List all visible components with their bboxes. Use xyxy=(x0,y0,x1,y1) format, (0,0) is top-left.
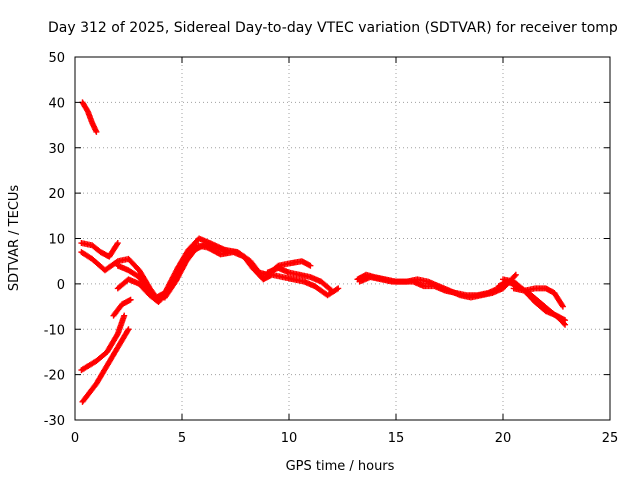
data-series xyxy=(78,99,569,405)
data-point-marker xyxy=(113,259,120,266)
data-point-marker xyxy=(511,272,518,279)
data-point-marker xyxy=(125,326,132,333)
x-tick-label: 5 xyxy=(178,431,186,446)
data-point-marker xyxy=(559,303,566,310)
y-axis-title: SDTVAR / TECUs xyxy=(7,185,22,292)
data-point-marker xyxy=(93,128,100,135)
data-series-track-14 xyxy=(510,285,566,310)
data-point-marker xyxy=(221,246,228,253)
y-tick-label: 50 xyxy=(48,51,65,66)
y-tick-label: 10 xyxy=(48,233,65,248)
chart-title: Day 312 of 2025, Sidereal Day-to-day VTE… xyxy=(48,20,618,36)
y-tick-label: -20 xyxy=(44,369,65,384)
grid xyxy=(75,57,610,420)
y-tick-label: 30 xyxy=(48,142,65,157)
x-axis-title: GPS time / hours xyxy=(286,459,395,474)
data-point-marker xyxy=(327,286,334,293)
data-point-marker xyxy=(114,241,121,248)
data-series-track-8 xyxy=(114,242,228,301)
data-point-marker xyxy=(121,312,128,319)
x-tick-label: 10 xyxy=(281,431,298,446)
x-tick-label: 25 xyxy=(602,431,619,446)
y-tick-label: 40 xyxy=(48,96,65,111)
data-point-marker xyxy=(328,287,335,294)
data-point-marker xyxy=(559,302,566,309)
data-point-marker xyxy=(512,271,519,278)
x-tick-label: 20 xyxy=(495,431,512,446)
y-tick-label: 20 xyxy=(48,187,65,202)
data-point-marker xyxy=(114,240,121,247)
data-point-marker xyxy=(335,285,342,292)
x-tick-label: 0 xyxy=(71,431,79,446)
data-point-marker xyxy=(562,317,569,324)
data-point-marker xyxy=(84,107,91,114)
data-series-track-3 xyxy=(79,326,132,405)
data-series-track-1 xyxy=(79,99,100,135)
data-series-track-2 xyxy=(78,312,128,374)
x-tick-label: 15 xyxy=(388,431,405,446)
data-series-track-5 xyxy=(78,240,121,260)
y-tick-label: -30 xyxy=(44,414,65,429)
data-point-marker xyxy=(124,327,131,334)
data-series-track-4 xyxy=(110,296,134,319)
y-tick-label: -10 xyxy=(44,323,65,338)
data-point-marker xyxy=(127,296,134,303)
axis-ticks: 0 5 10 15 20 25 -30 -20 -10 0 10 20 30 40 50 xyxy=(44,51,619,446)
data-series-track-11 xyxy=(356,274,511,299)
y-tick-label: 0 xyxy=(57,278,65,293)
data-point-marker xyxy=(307,262,314,269)
data-series-track-9 xyxy=(264,264,335,294)
